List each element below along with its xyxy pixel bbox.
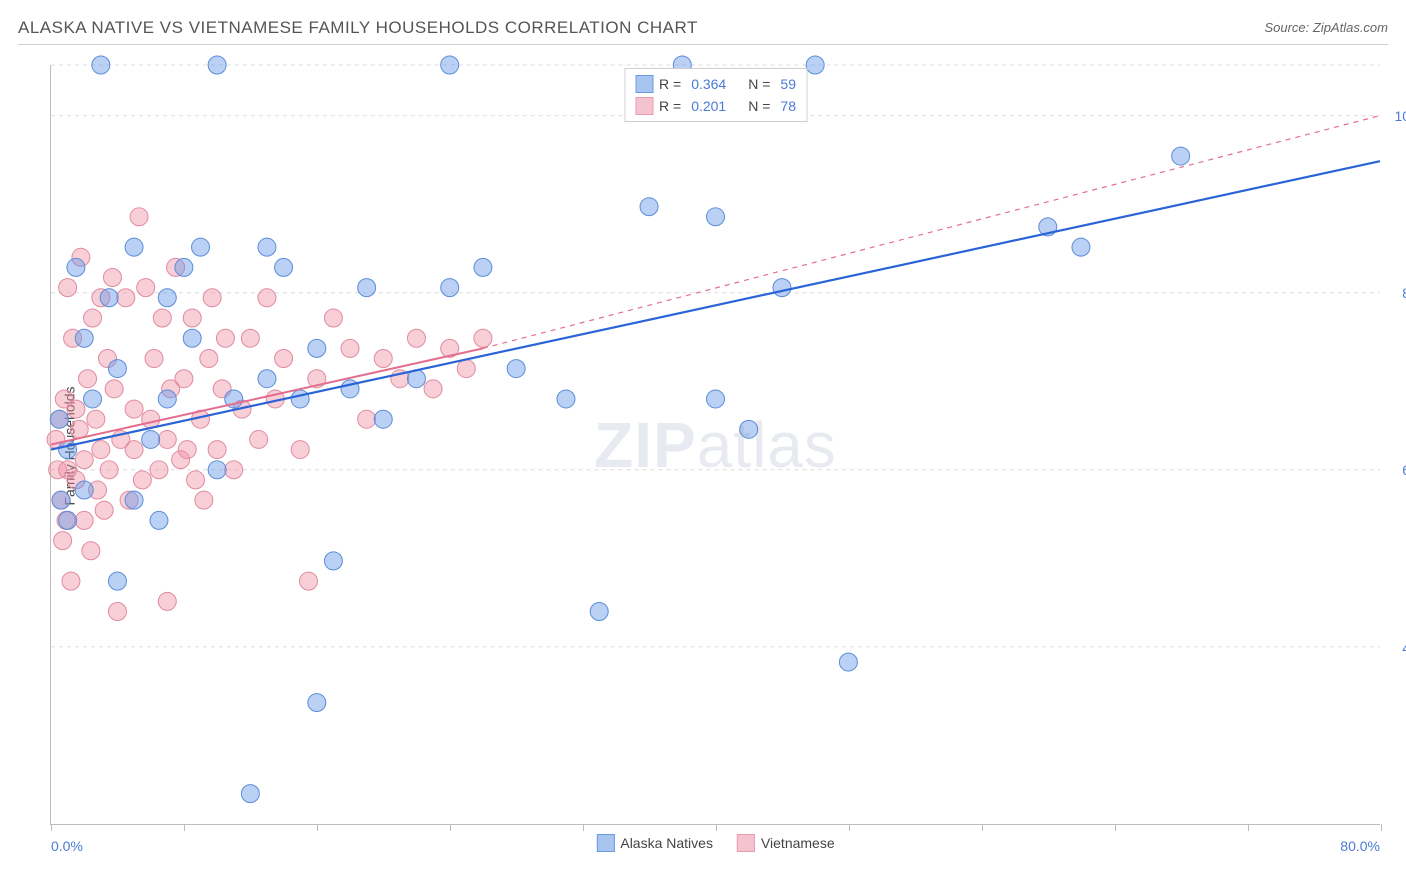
- x-tick: [317, 824, 318, 831]
- plot-svg: [51, 65, 1380, 824]
- x-tick: [583, 824, 584, 831]
- swatch-alaska-icon: [596, 834, 614, 852]
- legend-series: Alaska Natives Vietnamese: [596, 834, 834, 852]
- x-tick: [982, 824, 983, 831]
- x-tick: [1381, 824, 1382, 831]
- x-tick: [184, 824, 185, 831]
- n-label: N =: [748, 95, 770, 117]
- x-tick: [849, 824, 850, 831]
- r-label: R =: [659, 95, 681, 117]
- legend-item-vietnamese: Vietnamese: [737, 834, 835, 852]
- swatch-vietnamese-icon: [635, 97, 653, 115]
- scatter-series-alaska: [50, 56, 1189, 803]
- scatter-series-vietnamese: [47, 208, 492, 621]
- legend-item-alaska: Alaska Natives: [596, 834, 713, 852]
- x-tick: [51, 824, 52, 831]
- source-citation: Source: ZipAtlas.com: [1264, 20, 1388, 35]
- chart-title: ALASKA NATIVE VS VIETNAMESE FAMILY HOUSE…: [18, 18, 698, 37]
- swatch-vietnamese-icon: [737, 834, 755, 852]
- legend-label-vietnamese: Vietnamese: [761, 835, 835, 851]
- y-tick-label: 100.0%: [1387, 108, 1406, 124]
- x-tick: [1115, 824, 1116, 831]
- n-value-alaska: 59: [780, 73, 796, 95]
- x-tick: [716, 824, 717, 831]
- plot-area: ZIPatlas 47.5%65.0%82.5%100.0% 0.0% 80.0…: [50, 65, 1380, 825]
- swatch-alaska-icon: [635, 75, 653, 93]
- y-tick-label: 65.0%: [1387, 462, 1406, 478]
- legend-row-alaska: R = 0.364 N = 59: [635, 73, 796, 95]
- x-tick: [1248, 824, 1249, 831]
- r-value-vietnamese: 0.201: [691, 95, 726, 117]
- n-value-vietnamese: 78: [780, 95, 796, 117]
- r-value-alaska: 0.364: [691, 73, 726, 95]
- source-label: Source:: [1264, 20, 1312, 35]
- x-tick: [450, 824, 451, 831]
- y-tick-label: 82.5%: [1387, 285, 1406, 301]
- x-axis-max-label: 80.0%: [1340, 838, 1380, 854]
- n-label: N =: [748, 73, 770, 95]
- legend-label-alaska: Alaska Natives: [620, 835, 713, 851]
- legend-correlation: R = 0.364 N = 59 R = 0.201 N = 78: [624, 68, 807, 122]
- legend-row-vietnamese: R = 0.201 N = 78: [635, 95, 796, 117]
- title-bar: ALASKA NATIVE VS VIETNAMESE FAMILY HOUSE…: [18, 18, 1388, 45]
- y-tick-label: 47.5%: [1387, 640, 1406, 656]
- x-axis-min-label: 0.0%: [51, 838, 83, 854]
- r-label: R =: [659, 73, 681, 95]
- chart-container: ALASKA NATIVE VS VIETNAMESE FAMILY HOUSE…: [0, 0, 1406, 892]
- source-name: ZipAtlas.com: [1313, 20, 1388, 35]
